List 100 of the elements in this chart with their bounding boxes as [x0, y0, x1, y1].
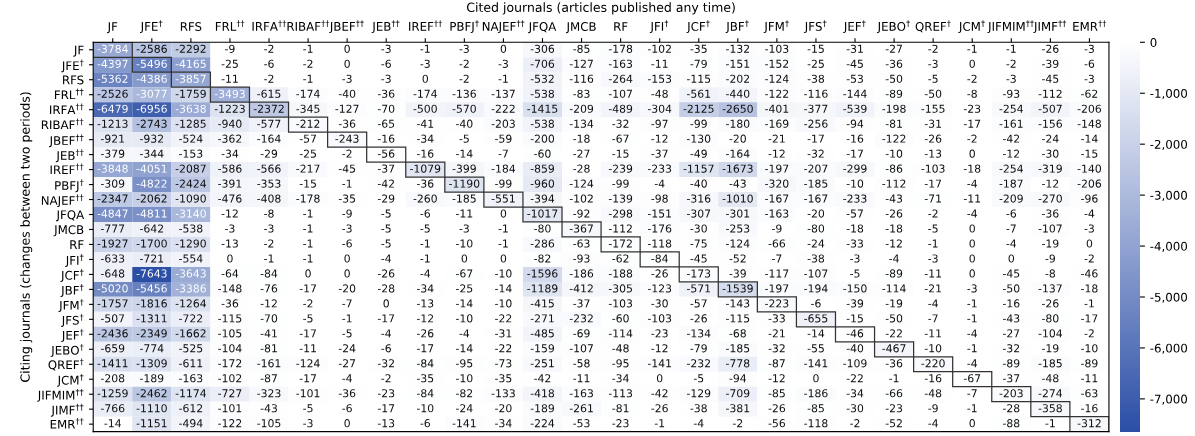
data-label: -4 — [967, 179, 978, 188]
data-label: -1 — [498, 224, 508, 233]
data-label: -63 — [573, 239, 590, 248]
data-label: -174 — [413, 89, 437, 98]
data-label: -554 — [179, 254, 203, 263]
data-label: -7 — [928, 314, 938, 323]
data-label: -18 — [885, 224, 903, 233]
x-tick-label: JEF$^{†}$ — [843, 20, 866, 34]
data-label: -223 — [765, 299, 789, 308]
data-label: -551 — [491, 194, 515, 203]
data-label: -2 — [1006, 59, 1016, 68]
data-label: -3857 — [175, 74, 206, 83]
data-label: -3 — [225, 224, 235, 233]
y-tick-label: JCF$^{†}$ — [60, 269, 84, 282]
data-label: -59 — [495, 134, 512, 143]
data-label: -10 — [1081, 344, 1098, 353]
data-label: -163 — [569, 389, 593, 398]
data-label: -97 — [651, 119, 668, 128]
data-label: -3 — [1006, 74, 1016, 83]
data-label: -6 — [811, 299, 821, 308]
data-label: -99 — [690, 119, 707, 128]
data-label: -184 — [491, 164, 516, 173]
data-label: -10 — [495, 269, 512, 278]
y-tick-label: JFI$^{†}$ — [65, 254, 84, 268]
data-label: 0 — [813, 374, 819, 383]
data-label: -1 — [1006, 44, 1016, 53]
data-label: -7 — [772, 254, 782, 263]
data-label: -50 — [885, 74, 903, 83]
data-label: -1662 — [175, 329, 206, 338]
y-tick-label: JIFMIM$^{††}$ — [37, 388, 84, 402]
data-label: -7 — [967, 389, 977, 398]
y-tick-label: JCM$^{†}$ — [57, 373, 84, 387]
y-tick-label: EMR$^{††}$ — [50, 418, 84, 429]
data-label: -1757 — [97, 299, 128, 308]
data-label: -4811 — [136, 209, 167, 218]
color-bar-label: -6,000 — [1150, 343, 1188, 354]
data-label: -37 — [1002, 374, 1020, 383]
data-label: -17 — [377, 404, 395, 413]
x-tick-label: JF — [107, 22, 118, 34]
data-label: -12 — [651, 134, 668, 143]
data-label: -105 — [257, 419, 281, 428]
data-label: -1 — [498, 74, 508, 83]
data-label: -18 — [846, 224, 864, 233]
data-label: -320 — [765, 179, 789, 188]
data-label: -16 — [846, 134, 864, 143]
y-axis-title: Citing journals (changes between two periods) — [20, 92, 33, 382]
data-label: -960 — [530, 179, 555, 188]
data-label: -3 — [303, 419, 313, 428]
data-label: -17 — [963, 119, 981, 128]
data-label: -4386 — [136, 74, 167, 83]
data-label: -1110 — [136, 404, 167, 413]
data-label: -207 — [804, 164, 828, 173]
data-label: -11 — [924, 269, 941, 278]
data-label: -538 — [530, 89, 555, 98]
data-label: -33 — [846, 239, 863, 248]
data-label: -19 — [1042, 239, 1059, 248]
data-label: -22 — [885, 329, 902, 338]
data-label: -41 — [260, 329, 277, 338]
data-label: -1157 — [683, 164, 714, 173]
data-label: -36 — [338, 389, 356, 398]
data-label: -15 — [299, 179, 316, 188]
data-label: -615 — [257, 89, 281, 98]
data-label: -1673 — [722, 164, 753, 173]
data-label: -15 — [846, 314, 863, 323]
data-label: -66 — [768, 239, 786, 248]
data-label: -185 — [1038, 359, 1062, 368]
data-label: -2 — [928, 44, 938, 53]
data-label: -32 — [1002, 344, 1020, 353]
y-tick-label: NAJEF$^{††}$ — [41, 194, 84, 208]
data-label: -11 — [573, 374, 590, 383]
data-label: -45 — [1042, 74, 1059, 83]
data-label: -148 — [1077, 119, 1101, 128]
data-label: -25 — [456, 284, 473, 293]
data-label: -36 — [338, 119, 356, 128]
data-label: -2347 — [97, 194, 128, 203]
data-label: -83 — [573, 89, 590, 98]
data-label: -271 — [530, 314, 554, 323]
data-label: -1 — [1045, 419, 1055, 428]
data-label: -96 — [1081, 194, 1098, 203]
data-label: -57 — [690, 299, 707, 308]
data-label: -122 — [218, 419, 242, 428]
data-label: -256 — [804, 119, 828, 128]
data-label: -13 — [924, 149, 942, 158]
data-label: -31 — [846, 44, 863, 53]
y-tick-label: JFM$^{†}$ — [58, 299, 84, 312]
data-label: -87 — [260, 374, 277, 383]
data-label: -176 — [647, 224, 672, 233]
data-label: -14 — [456, 344, 473, 353]
data-label: -722 — [179, 314, 203, 323]
data-label: -316 — [686, 194, 711, 203]
data-label: -89 — [885, 269, 903, 278]
data-label: -67 — [612, 134, 629, 143]
data-label: -34 — [495, 419, 512, 428]
data-label: -39 — [1042, 59, 1059, 68]
data-label: -102 — [569, 194, 593, 203]
data-label: -2 — [303, 59, 313, 68]
data-label: -163 — [765, 209, 789, 218]
data-label: -20 — [338, 284, 356, 293]
data-label: -107 — [569, 344, 593, 353]
data-label: -3 — [850, 254, 860, 263]
